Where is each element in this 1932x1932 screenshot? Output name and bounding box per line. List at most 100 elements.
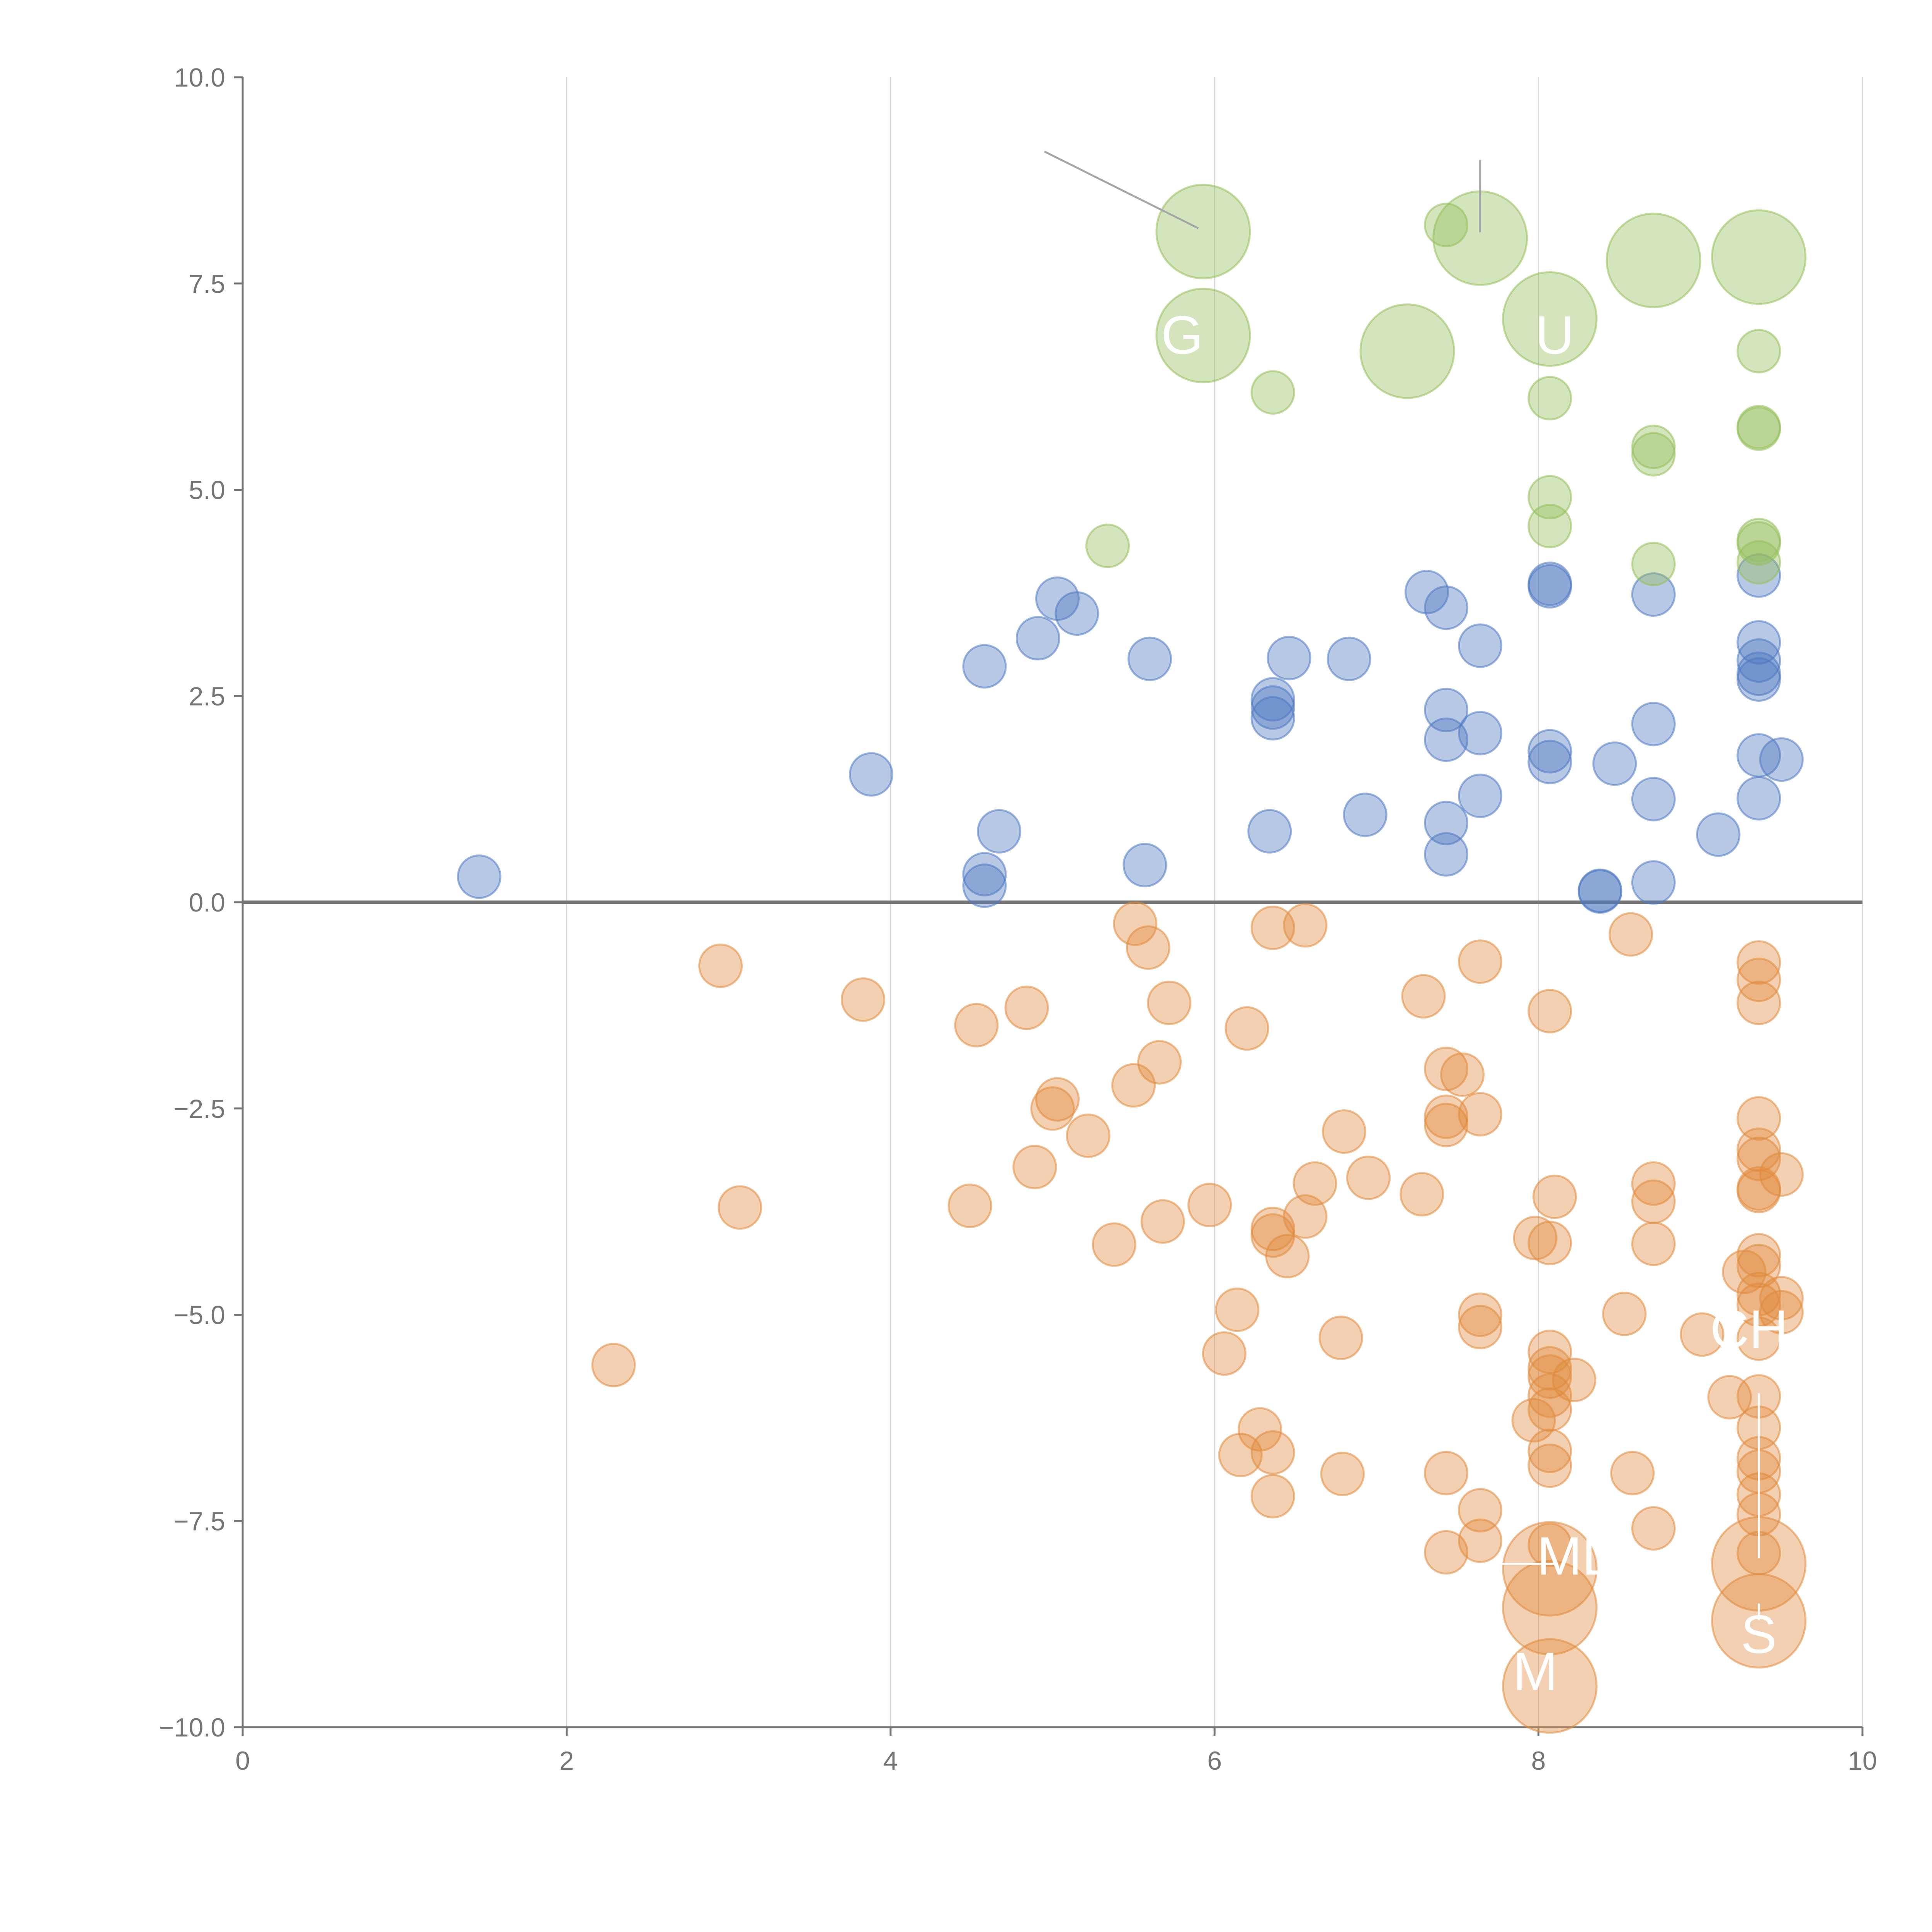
orange-point xyxy=(1527,1522,1572,1567)
orange-point xyxy=(1250,1430,1295,1475)
orange-point xyxy=(1527,1387,1572,1432)
blue-point xyxy=(1631,702,1676,747)
blue-point xyxy=(1631,572,1676,617)
green-point xyxy=(1736,540,1781,585)
annotation-label: U xyxy=(1535,304,1574,365)
orange-point xyxy=(1759,1152,1804,1197)
orange-point xyxy=(1680,1312,1725,1357)
orange-point xyxy=(1527,1373,1572,1418)
orange-point xyxy=(947,1184,992,1228)
blue-point xyxy=(962,852,1007,896)
orange-point xyxy=(1711,1573,1807,1669)
orange-point xyxy=(1424,1046,1469,1091)
blue-point xyxy=(962,863,1007,908)
blue-point xyxy=(1736,776,1781,821)
orange-point xyxy=(1502,1560,1598,1655)
orange-point xyxy=(1424,1530,1469,1575)
orange-point xyxy=(1137,1040,1182,1085)
x-tick-label: 8 xyxy=(1531,1746,1546,1776)
orange-point xyxy=(1736,957,1781,1002)
blue-point xyxy=(1458,623,1503,668)
blue-point xyxy=(962,644,1007,689)
annotations: MD M CH S G U xyxy=(1044,150,1788,1702)
blue-point xyxy=(1404,570,1449,614)
x-tick-label: 2 xyxy=(559,1746,574,1776)
blue-point xyxy=(1527,740,1572,784)
blue-point xyxy=(1458,711,1503,755)
orange-point xyxy=(1631,1506,1676,1551)
orange-point xyxy=(1502,1638,1598,1734)
x-tick-label: 0 xyxy=(235,1746,250,1776)
green-point xyxy=(1736,405,1781,449)
annotation-label: G xyxy=(1161,304,1203,365)
green-point xyxy=(1359,303,1455,399)
blue-point xyxy=(1250,696,1295,741)
blue-point xyxy=(1327,636,1371,681)
orange-point xyxy=(1458,1092,1503,1137)
green-point xyxy=(1527,376,1572,421)
orange-point xyxy=(1527,1354,1572,1399)
orange-point xyxy=(1066,1113,1111,1158)
orange-point xyxy=(1218,1432,1263,1477)
orange-point xyxy=(841,977,886,1022)
orange-point xyxy=(1736,940,1781,985)
blue-point xyxy=(1736,620,1781,665)
green-point xyxy=(1502,271,1598,367)
y-tick-label: −2.5 xyxy=(173,1094,225,1124)
orange-point xyxy=(1631,1179,1676,1224)
green-point xyxy=(1736,329,1781,374)
blue-point xyxy=(1736,553,1781,598)
orange-point xyxy=(1736,1316,1781,1361)
orange-point xyxy=(1527,1443,1572,1488)
orange-point xyxy=(1736,1096,1781,1141)
orange-point xyxy=(1458,1293,1503,1337)
annotation-label: M xyxy=(1513,1641,1558,1702)
annotation-label: CH xyxy=(1710,1299,1788,1359)
blue-point xyxy=(1015,616,1060,661)
orange-point xyxy=(1320,1452,1365,1497)
y-tick-label: 0.0 xyxy=(189,888,225,917)
orange-point xyxy=(1293,1161,1337,1206)
orange-point xyxy=(698,943,743,988)
green-point xyxy=(1250,370,1295,415)
orange-point xyxy=(1215,1287,1260,1332)
y-tick-label: 5.0 xyxy=(189,476,225,505)
x-tick-label: 4 xyxy=(883,1746,898,1776)
blue-point xyxy=(1128,636,1172,681)
green-point xyxy=(1155,287,1251,383)
green-point xyxy=(1085,524,1130,568)
green-point xyxy=(1424,202,1469,247)
orange-point xyxy=(591,1343,636,1388)
blue-point xyxy=(1424,585,1469,630)
blue-point xyxy=(1424,717,1469,762)
orange-point xyxy=(1527,989,1572,1034)
blue-point xyxy=(1247,809,1292,854)
blue-point xyxy=(1759,737,1804,782)
orange-point xyxy=(1238,1407,1282,1452)
green-point xyxy=(1527,503,1572,548)
blue-point xyxy=(1631,777,1676,821)
blue-point xyxy=(457,854,502,899)
orange-point xyxy=(1527,1221,1572,1265)
orange-point xyxy=(1532,1174,1577,1219)
x-tick-label: 10 xyxy=(1848,1746,1877,1776)
axes: 0 2 4 6 8 10 10.0 7.5 5.0 2.5 0.0 −2.5 −5.0 −7.5 −10.0 xyxy=(159,63,1877,1776)
orange-point xyxy=(1458,1518,1503,1563)
blue-point xyxy=(1458,774,1503,818)
blue-point xyxy=(1736,657,1781,702)
blue-point xyxy=(1696,812,1741,857)
orange-point xyxy=(1400,1172,1444,1217)
blue-point xyxy=(1343,793,1388,837)
blue-point xyxy=(1527,564,1572,609)
orange-point xyxy=(1113,901,1158,946)
orange-point xyxy=(1346,1155,1391,1200)
y-tick-label: 2.5 xyxy=(189,682,225,711)
green-point xyxy=(1155,184,1251,279)
blue-point xyxy=(849,752,893,797)
orange-point xyxy=(1458,1305,1503,1350)
orange-point xyxy=(1736,1233,1781,1278)
orange-point xyxy=(1187,1183,1232,1228)
orange-point xyxy=(1440,1052,1485,1097)
orange-point xyxy=(1759,1276,1804,1321)
